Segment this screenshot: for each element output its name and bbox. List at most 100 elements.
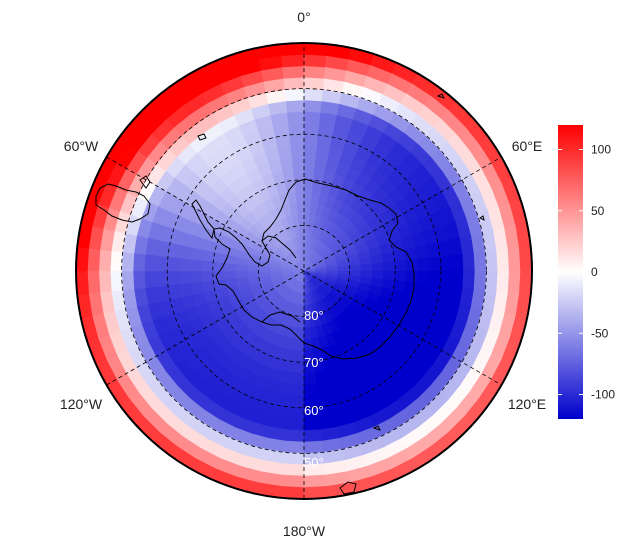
heatmap-cell	[303, 429, 323, 443]
heatmap-cell	[303, 156, 317, 170]
heatmap-cell	[428, 256, 442, 272]
heatmap-cell	[315, 382, 331, 397]
heatmap-cell	[285, 99, 305, 113]
sub-antarctic-island	[372, 425, 381, 431]
lat-label-50: 50°	[304, 455, 324, 470]
heatmap-cell	[303, 122, 320, 136]
heatmap-cell	[439, 255, 453, 272]
heatmap-cell	[462, 270, 476, 290]
heatmap-cell	[428, 270, 442, 286]
colorbar	[558, 125, 583, 419]
heatmap-cell	[295, 190, 305, 204]
heatmap-cell	[178, 282, 193, 298]
heatmap-cell	[303, 474, 327, 488]
heatmap-cell	[283, 76, 305, 90]
heatmap-cell	[285, 429, 305, 443]
heatmap-cell	[286, 418, 305, 431]
heatmap-cell	[279, 43, 305, 56]
heatmap-cell	[282, 65, 305, 79]
heatmap-cell	[282, 168, 295, 183]
heatmap-cell	[281, 474, 305, 488]
ross-ice-line	[261, 311, 301, 323]
colorbar-tick-label: 50	[591, 204, 605, 218]
heatmap-cell	[303, 111, 322, 124]
heatmap-cell	[496, 270, 510, 293]
heatmap-cell	[286, 111, 305, 124]
heatmap-cell	[383, 270, 396, 281]
heatmap-cell	[121, 270, 135, 291]
heatmap-cell	[291, 156, 305, 170]
heatmap-cell	[166, 256, 180, 272]
heatmap-cell	[201, 259, 214, 272]
heatmap-cell	[284, 440, 305, 454]
heatmap-cell	[297, 213, 305, 226]
heatmap-cell	[292, 361, 305, 374]
heatmap-cell	[132, 270, 146, 290]
heatmap-cell	[144, 270, 157, 289]
heatmap-cell	[201, 270, 214, 283]
lon-label-0: 0°	[297, 9, 310, 25]
heatmap-cell	[405, 270, 419, 284]
meridian-line	[106, 156, 502, 386]
colorbar-tick-label: -50	[591, 326, 609, 340]
lon-label-60e: 60°E	[512, 138, 543, 154]
heatmap-cell	[303, 372, 317, 386]
lon-label-180w: 180°W	[283, 523, 326, 539]
heatmap-cell	[439, 270, 453, 287]
heatmap-cell	[394, 259, 407, 272]
heatmap-cell	[132, 252, 146, 272]
map-boundary	[75, 42, 533, 500]
heatmap-cell	[283, 452, 305, 466]
heatmap-cell	[303, 418, 322, 431]
heatmap-cell	[290, 384, 305, 397]
heatmap-cell	[507, 270, 521, 294]
heatmap-cell	[519, 246, 532, 272]
latitude-circle	[121, 88, 487, 454]
coastlines	[95, 93, 485, 495]
heatmap-cell	[404, 246, 418, 261]
heatmap-cell	[289, 133, 305, 147]
heatmap-cell	[303, 384, 318, 397]
heatmap-cell	[281, 54, 305, 68]
heatmap-cell	[496, 249, 510, 272]
colorbar-tick-label: 100	[591, 143, 611, 157]
heatmap-cell	[462, 252, 476, 272]
heatmap-cell	[98, 270, 112, 293]
heatmap-cell	[314, 371, 329, 385]
heatmap-cell	[98, 249, 112, 272]
colorbar-ticks: 100 50 0 -50 -100	[558, 143, 615, 402]
heatmap-cell	[246, 270, 259, 278]
heatmap-cell	[279, 157, 294, 171]
heatmap-cell	[383, 261, 396, 272]
heatmap-cell	[109, 250, 123, 272]
heatmap-cell	[201, 280, 216, 293]
heatmap-cell	[473, 251, 487, 272]
heatmap-cell	[223, 270, 237, 280]
heatmap-cell	[303, 486, 329, 499]
heatmap-cell	[451, 270, 464, 289]
heatmap-cell	[303, 133, 319, 147]
heatmap-cell	[258, 270, 271, 277]
lat-label-80: 80°	[304, 308, 324, 323]
heatmap-cell	[296, 202, 305, 215]
heatmap-cell	[303, 99, 323, 113]
ice-shelf-line	[261, 235, 297, 259]
tierra-del-fuego	[139, 175, 151, 189]
heatmap-cell	[394, 270, 407, 283]
heatmap-cell	[190, 281, 204, 296]
heatmap-cell	[415, 244, 430, 260]
heatmap-cell	[473, 270, 487, 291]
heatmap-cell	[155, 255, 169, 272]
heatmap-cell	[337, 265, 350, 272]
lon-label-60w: 60°W	[64, 138, 99, 154]
heatmap-cell	[87, 248, 101, 272]
heatmap-cell	[288, 406, 305, 420]
colorbar-tick-label: -100	[591, 388, 615, 402]
heatmap-cell	[87, 270, 101, 294]
heatmap-cell	[417, 270, 430, 285]
heatmap-cell	[144, 253, 157, 272]
heatmap-cell	[235, 270, 248, 279]
colorbar-tick-label: 0	[591, 265, 598, 279]
heatmap-cell	[178, 270, 191, 285]
